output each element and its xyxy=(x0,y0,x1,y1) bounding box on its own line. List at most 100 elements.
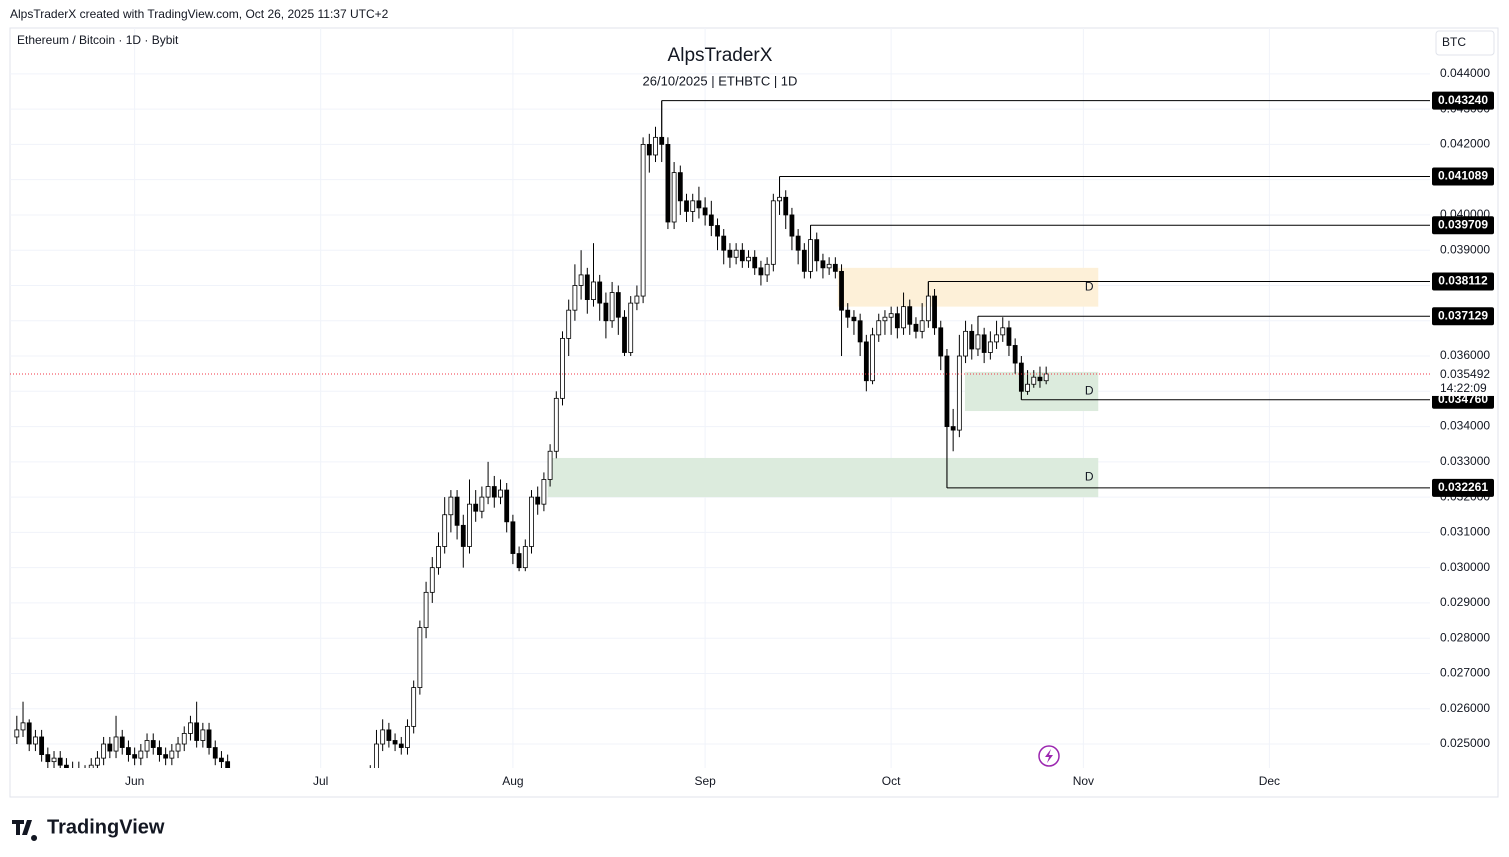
candle-body xyxy=(473,503,479,512)
y-tick-label: 0.036000 xyxy=(1440,348,1490,362)
candle-body xyxy=(894,313,900,329)
candle-body xyxy=(138,750,144,759)
logo-text: TradingView xyxy=(47,816,165,838)
candle-body xyxy=(442,514,448,547)
candle-body xyxy=(510,521,516,554)
candle-body xyxy=(288,818,292,822)
candle-body xyxy=(956,355,962,431)
candle-body xyxy=(14,729,20,738)
candle-body xyxy=(665,143,671,223)
y-tick-label: 0.025000 xyxy=(1440,736,1490,750)
candle-body xyxy=(225,761,231,768)
candle-body xyxy=(746,256,751,262)
candle-body xyxy=(820,260,826,269)
candle-body xyxy=(857,320,863,343)
x-tick-label: Sep xyxy=(694,774,716,788)
candle-body xyxy=(634,295,640,304)
candle-body xyxy=(715,225,720,237)
candle-body xyxy=(677,172,683,202)
candle-body xyxy=(405,725,410,748)
candle-body xyxy=(541,479,547,505)
candle-body xyxy=(417,627,423,688)
candle-body xyxy=(88,764,94,768)
candle-body xyxy=(392,740,398,745)
candle-body xyxy=(263,797,267,808)
candle-body xyxy=(690,200,696,212)
candles xyxy=(14,100,1049,822)
candle-body xyxy=(144,740,150,752)
candle-body xyxy=(294,815,298,822)
candle-body xyxy=(727,249,733,258)
candle-body xyxy=(888,313,894,318)
chart-subtitle: 26/10/2025 | ETHBTC | 1D xyxy=(643,73,798,88)
zone-label: D xyxy=(1085,470,1094,484)
candle-body xyxy=(994,334,999,343)
zone-label: D xyxy=(1085,279,1094,293)
candle-body xyxy=(411,687,417,727)
candle-body xyxy=(845,309,851,318)
candle-body xyxy=(64,764,69,768)
candle-body xyxy=(498,489,503,498)
candle-body xyxy=(1043,373,1049,382)
level-label-box xyxy=(1432,216,1494,235)
candle-body xyxy=(770,200,776,265)
candle-body xyxy=(789,214,795,237)
candle-body xyxy=(603,302,609,322)
candle-body xyxy=(1012,345,1018,364)
zone xyxy=(837,267,1099,307)
candle-body xyxy=(212,747,218,759)
currency-box[interactable] xyxy=(1435,30,1495,56)
candle-body xyxy=(584,274,590,300)
candle-body xyxy=(306,808,310,812)
candle-body xyxy=(45,754,51,763)
currency[interactable]: BTC xyxy=(1442,35,1466,49)
candle-body xyxy=(522,546,528,569)
event-icon[interactable] xyxy=(1038,745,1060,767)
candle-body xyxy=(553,397,559,452)
candle-body xyxy=(863,341,869,382)
candle-body xyxy=(963,330,968,357)
level-label: 0.038112 xyxy=(1438,274,1488,288)
y-tick-label: 0.031000 xyxy=(1440,525,1490,539)
candle-body xyxy=(51,757,57,763)
candle-body xyxy=(777,196,782,202)
level-label-box xyxy=(1432,91,1494,110)
candle-body xyxy=(950,426,956,431)
candle-body xyxy=(281,811,285,818)
candle-body xyxy=(39,736,45,755)
candle-body xyxy=(764,263,770,276)
y-tick-label: 0.034000 xyxy=(1440,419,1490,433)
y-tick-label: 0.030000 xyxy=(1440,560,1490,574)
candle-body xyxy=(448,496,454,516)
candle-body xyxy=(529,496,534,547)
credit: AlpsTraderX created with TradingView.com… xyxy=(10,7,389,21)
candle-body xyxy=(319,800,323,804)
level-label-box xyxy=(1432,167,1494,186)
candle-body xyxy=(870,334,875,382)
candle-body xyxy=(257,797,261,804)
candle-body xyxy=(739,249,745,262)
candle-body xyxy=(1031,376,1037,385)
candle-body xyxy=(591,281,596,300)
candle-body xyxy=(275,811,279,815)
candle-body xyxy=(615,292,621,318)
level-label: 0.032261 xyxy=(1438,480,1488,494)
candle-body xyxy=(398,743,404,748)
y-tick-label: 0.044000 xyxy=(1440,66,1490,80)
candle-body xyxy=(671,172,677,223)
symbol-info: Ethereum / Bitcoin · 1D · Bybit xyxy=(17,33,179,47)
candle-body xyxy=(200,729,206,741)
x-tick-label: Jun xyxy=(125,774,144,788)
logo-icon xyxy=(12,820,38,841)
candle-body xyxy=(312,804,316,811)
candle-body xyxy=(702,207,708,216)
candle-body xyxy=(101,743,107,759)
candle-body xyxy=(436,546,441,569)
event-bolt xyxy=(1045,749,1053,763)
candle-body xyxy=(188,722,193,734)
candle-body xyxy=(113,736,119,752)
candle-body xyxy=(206,729,212,748)
candle-body xyxy=(169,750,175,759)
candle-body xyxy=(944,355,950,427)
